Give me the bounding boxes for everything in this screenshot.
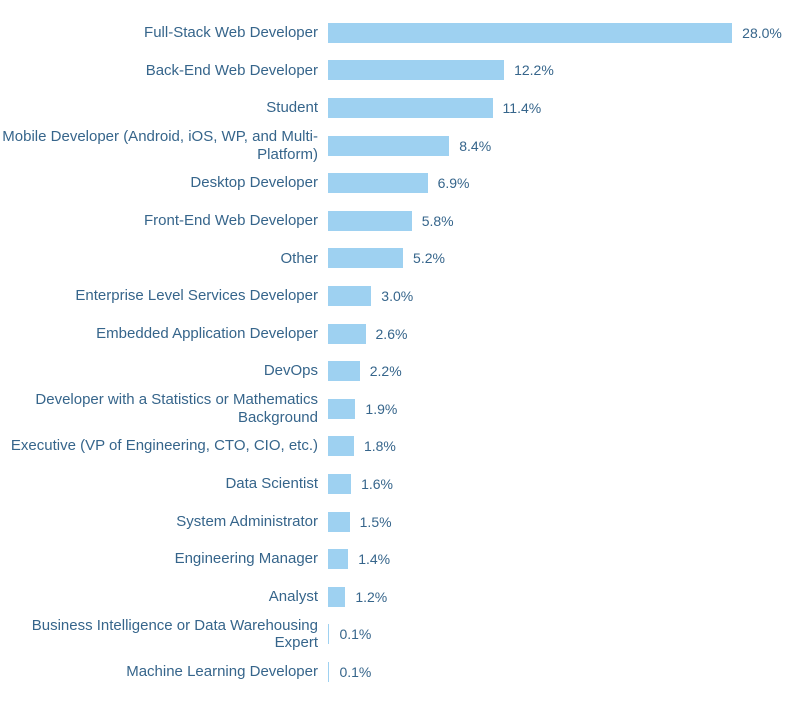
bar-cell: 11.4% — [328, 98, 800, 118]
chart-row: Business Intelligence or Data Warehousin… — [0, 616, 800, 654]
bar-cell: 0.1% — [328, 624, 800, 644]
category-label: Executive (VP of Engineering, CTO, CIO, … — [0, 437, 328, 455]
value-label: 1.8% — [354, 438, 396, 454]
bar-cell: 3.0% — [328, 286, 800, 306]
category-label: Data Scientist — [0, 475, 328, 493]
bar — [328, 549, 348, 569]
category-label: Enterprise Level Services Developer — [0, 287, 328, 305]
chart-row: Desktop Developer 6.9% — [0, 164, 800, 202]
chart-row: Analyst 1.2% — [0, 578, 800, 616]
value-label: 8.4% — [449, 138, 491, 154]
chart-row: Embedded Application Developer 2.6% — [0, 315, 800, 353]
bar — [328, 136, 449, 156]
bar — [328, 324, 366, 344]
chart-row: Engineering Manager 1.4% — [0, 540, 800, 578]
category-label: System Administrator — [0, 513, 328, 531]
value-label: 6.9% — [428, 175, 470, 191]
bar-cell: 2.6% — [328, 324, 800, 344]
bar-cell: 2.2% — [328, 361, 800, 381]
chart-row: Mobile Developer (Android, iOS, WP, and … — [0, 127, 800, 165]
value-label: 5.8% — [412, 213, 454, 229]
chart-row: Student 11.4% — [0, 89, 800, 127]
chart-row: Other 5.2% — [0, 240, 800, 278]
bar-cell: 6.9% — [328, 173, 800, 193]
value-label: 1.5% — [350, 514, 392, 530]
bar-cell: 1.6% — [328, 474, 800, 494]
chart-row: Data Scientist 1.6% — [0, 465, 800, 503]
bar — [328, 248, 403, 268]
bar-cell: 12.2% — [328, 60, 800, 80]
bar — [328, 474, 351, 494]
value-label: 2.6% — [366, 326, 408, 342]
value-label: 0.1% — [329, 626, 371, 642]
category-label: Front-End Web Developer — [0, 212, 328, 230]
value-label: 11.4% — [493, 100, 542, 116]
value-label: 2.2% — [360, 363, 402, 379]
value-label: 1.9% — [355, 401, 397, 417]
chart-row: Back-End Web Developer 12.2% — [0, 52, 800, 90]
category-label: Analyst — [0, 588, 328, 606]
category-label: Student — [0, 99, 328, 117]
bar — [328, 173, 428, 193]
bar — [328, 60, 504, 80]
chart-row: Machine Learning Developer0.1% — [0, 653, 800, 691]
value-label: 1.4% — [348, 551, 390, 567]
chart-row: Front-End Web Developer 5.8% — [0, 202, 800, 240]
category-label: Other — [0, 250, 328, 268]
value-label: 1.2% — [345, 589, 387, 605]
bar — [328, 587, 345, 607]
bar-cell: 1.5% — [328, 512, 800, 532]
value-label: 28.0% — [732, 25, 782, 41]
bar — [328, 98, 493, 118]
bar-cell: 8.4% — [328, 136, 800, 156]
category-label: Engineering Manager — [0, 550, 328, 568]
bar-cell: 1.2% — [328, 587, 800, 607]
category-label: Desktop Developer — [0, 174, 328, 192]
chart-row: DevOps 2.2% — [0, 352, 800, 390]
bar — [328, 512, 350, 532]
value-label: 12.2% — [504, 62, 554, 78]
bar — [328, 286, 371, 306]
category-label: Business Intelligence or Data Warehousin… — [0, 617, 328, 652]
value-label: 5.2% — [403, 250, 445, 266]
category-label: Embedded Application Developer — [0, 325, 328, 343]
bar — [328, 436, 354, 456]
chart-row: Developer with a Statistics or Mathemati… — [0, 390, 800, 428]
bar-cell: 5.8% — [328, 211, 800, 231]
bar — [328, 211, 412, 231]
value-label: 0.1% — [329, 664, 371, 680]
category-label: Back-End Web Developer — [0, 62, 328, 80]
category-label: Full-Stack Web Developer — [0, 24, 328, 42]
bar-cell: 5.2% — [328, 248, 800, 268]
bar-cell: 1.4% — [328, 549, 800, 569]
bar — [328, 399, 355, 419]
bar — [328, 361, 360, 381]
value-label: 3.0% — [371, 288, 413, 304]
category-label: DevOps — [0, 362, 328, 380]
chart-row: Executive (VP of Engineering, CTO, CIO, … — [0, 428, 800, 466]
bar-cell: 0.1% — [328, 662, 800, 682]
bar — [328, 23, 732, 43]
value-label: 1.6% — [351, 476, 393, 492]
bar-cell: 28.0% — [328, 23, 800, 43]
developer-role-bar-chart: Full-Stack Web Developer 28.0% Back-End We… — [0, 0, 800, 705]
bar-cell: 1.9% — [328, 399, 800, 419]
category-label: Machine Learning Developer — [0, 663, 328, 681]
category-label: Developer with a Statistics or Mathemati… — [0, 391, 328, 426]
chart-row: Enterprise Level Services Developer 3.0% — [0, 277, 800, 315]
category-label: Mobile Developer (Android, iOS, WP, and … — [0, 128, 328, 163]
bar-cell: 1.8% — [328, 436, 800, 456]
chart-row: Full-Stack Web Developer 28.0% — [0, 14, 800, 52]
chart-row: System Administrator 1.5% — [0, 503, 800, 541]
